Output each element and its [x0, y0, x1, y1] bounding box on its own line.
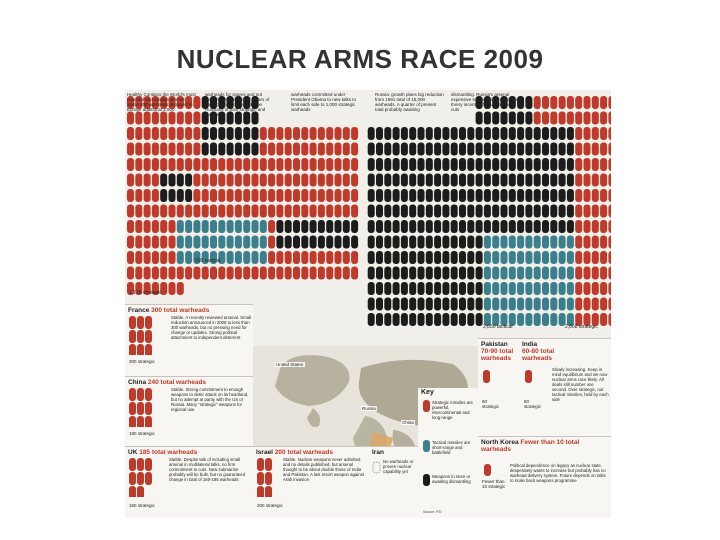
north-korea-box: North Korea Fewer than 10 total warheads… [478, 436, 611, 518]
france-strategic-count: 300 strategic [129, 359, 155, 364]
iran-empty-icon [372, 461, 381, 474]
pakistan-warhead-icons [483, 370, 490, 383]
uk-box: UK 185 total warheads Stable. Despite ta… [125, 446, 253, 518]
india-title: India 60-80 total warheads [522, 341, 555, 362]
pakistan-india-box: Pakistan 70-90 total warheads India 60-80 … [478, 338, 611, 437]
china-strategic-count: 180 strategic [129, 431, 155, 436]
us-tactical-label: 500 tactical [195, 258, 221, 264]
israel-strategic-count: 200 strategic [257, 503, 283, 508]
key-title: Key [421, 389, 434, 396]
map-label-russia: Russia [361, 406, 377, 411]
nuclear-infographic: Healthy Contains the World's most powerf… [125, 90, 611, 518]
russia-strategic-label: 2,668 strategic [565, 324, 598, 330]
us-caption-1: Healthy Contains the World's most powerf… [127, 92, 196, 112]
north-korea-strategic-count: Fewer than 10 strategic [482, 479, 506, 489]
israel-box: Israel 200 total warheads Stable. Nuclea… [253, 446, 369, 518]
france-warhead-icons [129, 316, 152, 355]
india-strategic-count: 60 strategic [524, 399, 542, 409]
france-title: France 300 total warheads [128, 307, 210, 314]
map-label-china: China [401, 420, 415, 425]
source-note: Source: FSI [423, 510, 442, 514]
key-reserve-text: Weapons in store or awaiting dismantling [432, 474, 471, 484]
key-tactical-text: Tactical missiles are short-range and ba… [432, 440, 471, 455]
slide-title: NUCLEAR ARMS RACE 2009 [176, 44, 544, 74]
russia-caption-2: dismantling. Russia's arsenal expensive … [451, 92, 520, 112]
india-warhead-icons [525, 370, 532, 383]
map-key: Key Strategic missiles are powerful, int… [418, 388, 478, 518]
pakistan-title: Pakistan 70-90 total warheads [481, 341, 514, 362]
uk-strategic-count: 160 strategic [129, 503, 155, 508]
us-caption-3: warheads committed under President Obama… [291, 92, 357, 112]
russia-caption-1: Russia: growth plans big reduction from … [375, 92, 444, 112]
iran-box: Iran No warheads or proven nuclear capab… [369, 446, 418, 518]
map-label-us: United States [275, 362, 305, 367]
key-strategic-text: Strategic missiles are powerful, interco… [432, 400, 473, 420]
north-korea-title: North Korea Fewer than 10 total warheads [481, 439, 580, 453]
iran-description: No warheads or proven nuclear capability… [383, 459, 414, 474]
us-caption-2: warheads for spares and not counted as o… [205, 92, 270, 117]
china-description: Stable. Strong commitment to enough weap… [171, 387, 249, 412]
warhead-grid [127, 96, 611, 326]
china-warhead-icons [129, 388, 152, 427]
france-description: Stable. A recently reviewed arsenal. Sma… [171, 315, 251, 340]
uk-warhead-icons [129, 458, 152, 497]
israel-description: Stable. Nuclear weapons never admitted a… [283, 457, 364, 482]
key-icons [423, 400, 430, 486]
russia-tactical-label: 2,050 tactical [483, 324, 513, 330]
india-description: Slowly increasing. Keep in mind equilibr… [552, 367, 609, 402]
pakistan-strategic-count: 60 strategic [482, 399, 500, 409]
china-box: China 240 total warheads Stable. Strong … [125, 376, 253, 447]
uk-title: UK 185 total warheads [128, 449, 198, 456]
france-box: France 300 total warheads Stable. A rece… [125, 304, 253, 377]
iran-title: Iran [372, 449, 384, 456]
china-title: China 240 total warheads [128, 379, 207, 386]
us-strategic-label: 2,126 strategic [129, 290, 162, 296]
north-korea-warhead-icon [484, 464, 491, 476]
north-korea-description: Political dependence on legacy as nuclea… [510, 463, 606, 483]
uk-description: Stable. Despite talk of including small … [169, 457, 245, 482]
israel-warhead-icons [257, 458, 272, 497]
israel-title: Israel 200 total warheads [256, 449, 333, 456]
